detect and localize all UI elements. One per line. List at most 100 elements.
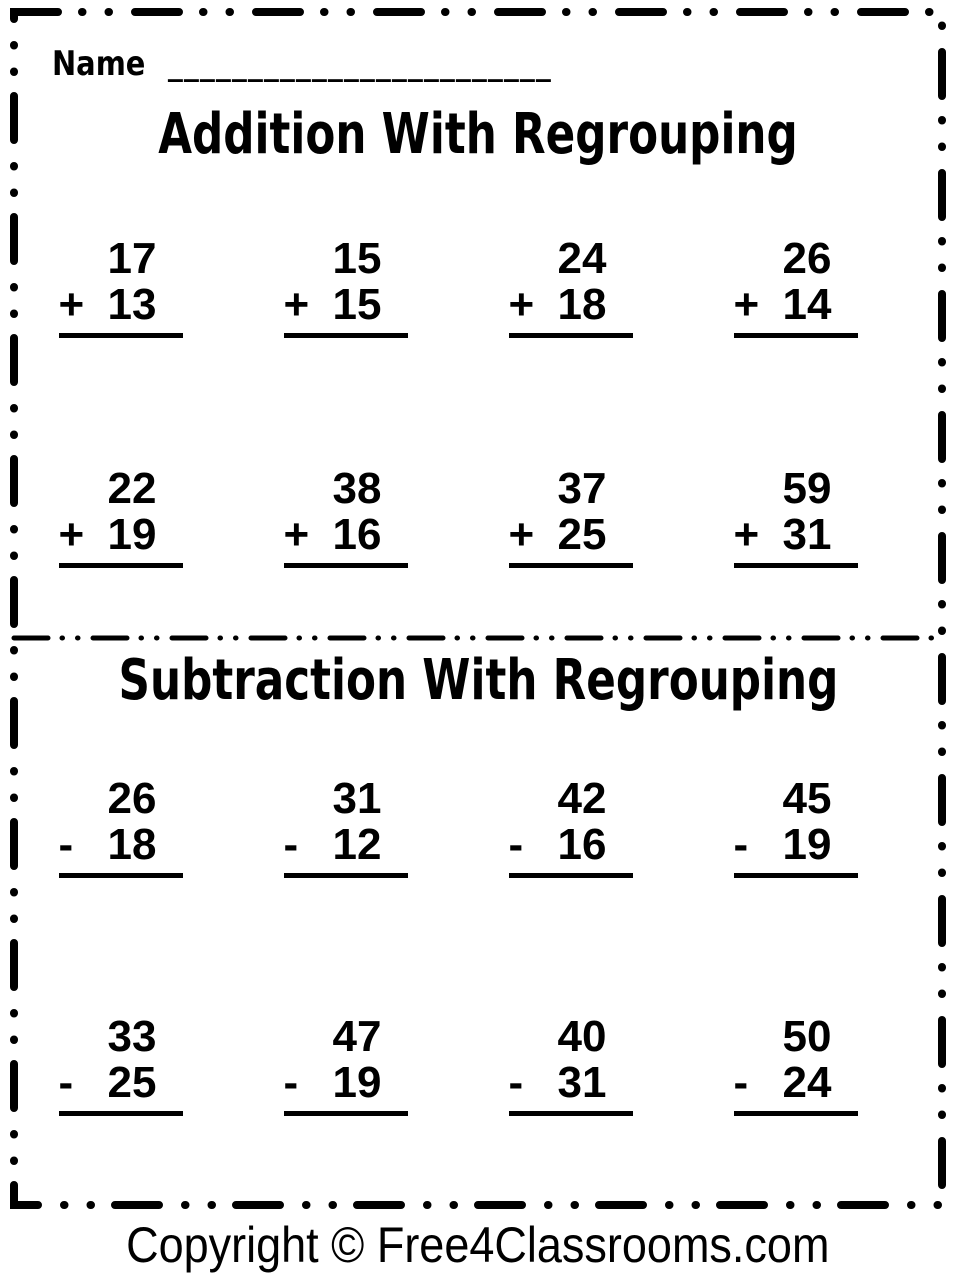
answer-line bbox=[508, 1111, 633, 1116]
answer-line bbox=[508, 873, 633, 878]
answer-line bbox=[733, 563, 858, 568]
bottom-operand: 25 bbox=[107, 1058, 157, 1107]
name-row: Name ________________________ bbox=[52, 44, 552, 84]
top-operand: 33 bbox=[107, 1012, 157, 1061]
bottom-row: + 13 bbox=[59, 282, 183, 328]
operator: - bbox=[733, 820, 749, 869]
math-problem: 50 - 24 bbox=[733, 1012, 858, 1116]
top-operand: 31 bbox=[332, 774, 382, 823]
answer-line bbox=[733, 873, 858, 878]
math-problem: 45 - 19 bbox=[733, 776, 858, 878]
addition-section-title: Addition With Regrouping bbox=[0, 104, 956, 166]
operator: - bbox=[58, 1058, 74, 1107]
answer-line bbox=[58, 873, 183, 878]
math-problem: 42 - 16 bbox=[508, 774, 633, 878]
bottom-operand: 31 bbox=[557, 1058, 607, 1107]
math-problem: 37 + 25 bbox=[508, 464, 633, 568]
operator: + bbox=[733, 510, 760, 559]
answer-line bbox=[58, 563, 183, 568]
answer-line bbox=[283, 873, 408, 878]
bottom-row: - 19 bbox=[284, 1060, 408, 1106]
page-border-dashed bbox=[10, 8, 946, 1209]
bottom-row: - 16 bbox=[509, 822, 633, 868]
math-problem: 47 - 19 bbox=[283, 1012, 408, 1116]
name-blank-line: ________________________ bbox=[167, 48, 552, 83]
math-problem: 31 - 12 bbox=[283, 774, 408, 878]
addition-row-2: 22 + 19 38 + 16 37 + 25 59 bbox=[8, 466, 908, 568]
bottom-operand: 15 bbox=[332, 280, 382, 329]
bottom-operand: 24 bbox=[782, 1058, 832, 1107]
top-operand: 24 bbox=[557, 234, 607, 283]
bottom-operand: 25 bbox=[557, 510, 607, 559]
math-problem: 17 + 13 bbox=[58, 234, 183, 338]
subtraction-row-2: 33 - 25 47 - 19 40 - 31 50 bbox=[8, 1014, 908, 1116]
bottom-row: - 12 bbox=[284, 822, 408, 868]
top-operand: 37 bbox=[557, 464, 607, 513]
name-label: Name bbox=[52, 44, 146, 84]
bottom-row: - 25 bbox=[59, 1060, 183, 1106]
operator: - bbox=[733, 1058, 749, 1107]
top-operand: 17 bbox=[107, 234, 157, 283]
bottom-operand: 19 bbox=[782, 820, 832, 869]
copyright-text: Copyright © Free4Classrooms.com bbox=[126, 1217, 830, 1273]
top-operand: 40 bbox=[557, 1012, 607, 1061]
bottom-row: + 16 bbox=[284, 512, 408, 558]
addition-row-1: 17 + 13 15 + 15 24 + 18 26 bbox=[8, 236, 908, 338]
bottom-row: + 18 bbox=[509, 282, 633, 328]
math-problem: 22 + 19 bbox=[58, 464, 183, 568]
top-operand: 26 bbox=[107, 774, 157, 823]
copyright-footer: Copyright © Free4Classrooms.com bbox=[0, 1218, 956, 1272]
answer-line bbox=[733, 1111, 858, 1116]
math-problem: 59 + 31 bbox=[733, 464, 858, 568]
bottom-operand: 31 bbox=[782, 510, 832, 559]
bottom-row: + 15 bbox=[284, 282, 408, 328]
operator: - bbox=[283, 820, 299, 869]
top-operand: 15 bbox=[332, 234, 382, 283]
bottom-row: + 14 bbox=[734, 282, 858, 328]
bottom-row: - 19 bbox=[734, 822, 858, 868]
bottom-row: - 31 bbox=[509, 1060, 633, 1106]
bottom-row: - 18 bbox=[59, 822, 183, 868]
bottom-operand: 19 bbox=[107, 510, 157, 559]
bottom-operand: 12 bbox=[332, 820, 382, 869]
top-operand: 38 bbox=[332, 464, 382, 513]
operator: + bbox=[283, 280, 310, 329]
bottom-row: + 31 bbox=[734, 512, 858, 558]
subtraction-row-1: 26 - 18 31 - 12 42 - 16 45 bbox=[8, 776, 908, 878]
addition-title-text: Addition With Regrouping bbox=[158, 102, 798, 167]
operator: - bbox=[283, 1058, 299, 1107]
subtraction-section-title: Subtraction With Regrouping bbox=[0, 650, 956, 712]
operator: - bbox=[508, 1058, 524, 1107]
bottom-row: - 24 bbox=[734, 1060, 858, 1106]
top-operand: 22 bbox=[107, 464, 157, 513]
bottom-row: + 25 bbox=[509, 512, 633, 558]
math-problem: 24 + 18 bbox=[508, 234, 633, 338]
math-problem: 15 + 15 bbox=[283, 234, 408, 338]
bottom-row: + 19 bbox=[59, 512, 183, 558]
operator: + bbox=[58, 510, 85, 559]
top-operand: 59 bbox=[782, 464, 832, 513]
top-operand: 26 bbox=[782, 234, 832, 283]
answer-line bbox=[283, 563, 408, 568]
math-problem: 26 - 18 bbox=[58, 774, 183, 878]
operator: + bbox=[733, 280, 760, 329]
answer-line bbox=[58, 1111, 183, 1116]
bottom-operand: 18 bbox=[557, 280, 607, 329]
operator: - bbox=[508, 820, 524, 869]
answer-line bbox=[283, 333, 408, 338]
top-operand: 47 bbox=[332, 1012, 382, 1061]
answer-line bbox=[733, 333, 858, 338]
operator: + bbox=[283, 510, 310, 559]
operator: + bbox=[508, 280, 535, 329]
operator: - bbox=[58, 820, 74, 869]
bottom-operand: 16 bbox=[332, 510, 382, 559]
operator: + bbox=[508, 510, 535, 559]
top-operand: 42 bbox=[557, 774, 607, 823]
answer-line bbox=[58, 333, 183, 338]
bottom-operand: 13 bbox=[107, 280, 157, 329]
operator: + bbox=[58, 280, 85, 329]
answer-line bbox=[283, 1111, 408, 1116]
top-operand: 50 bbox=[782, 1012, 832, 1061]
